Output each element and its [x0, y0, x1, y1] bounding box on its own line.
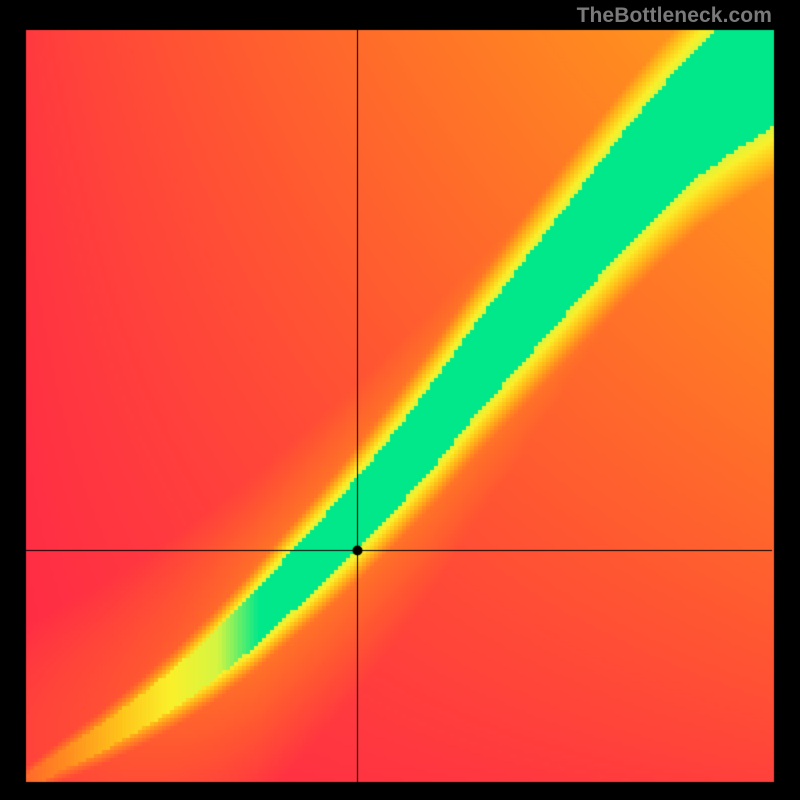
- bottleneck-heatmap-canvas: [0, 0, 800, 800]
- watermark-text: TheBottleneck.com: [577, 4, 772, 28]
